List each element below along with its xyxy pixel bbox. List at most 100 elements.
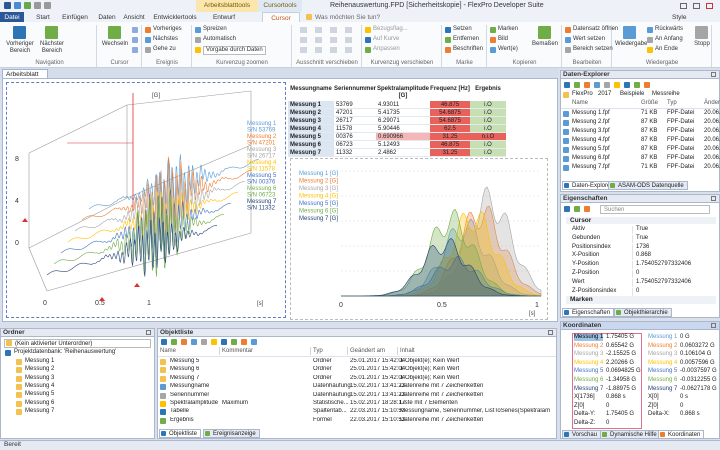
object-cell[interactable]: Messung 5 [170,358,200,364]
ribbon-search[interactable]: Was möchten Sie tun? [315,13,381,21]
file-cell[interactable]: Messung 6.fpf [572,155,610,161]
folder-item[interactable]: Messung 1 [25,358,55,364]
ribbon-tab[interactable]: Cursor [262,12,300,22]
ribbon-small-button[interactable]: Bereich setzen [573,46,613,52]
ribbon-small-button[interactable]: Entfernen [453,36,480,42]
panel-close[interactable] [548,330,553,335]
ribbon-small-button[interactable]: Wert(e) [498,46,518,52]
ribbon-tab[interactable]: Entwurf [212,13,236,21]
object-cell[interactable]: Messung 7 [170,374,200,381]
ribbon-small-button[interactable]: Wert setzen [573,36,605,42]
table-header: Spektralamplitude [G] [376,86,429,99]
panel-tab[interactable]: Eigenschaften [562,308,615,317]
ribbon-tab[interactable]: Datei [0,12,24,22]
window-control[interactable] [706,3,713,9]
panel-close[interactable] [711,196,716,201]
table-cell: 6.29071 [376,117,430,125]
document-tab[interactable]: Arbeitsblatt [2,69,48,78]
object-cell[interactable]: Messung 6 [170,366,200,373]
icon [195,37,201,43]
folder-item[interactable]: Messung 3 [25,374,55,381]
panel-tab[interactable]: Ereignisanzeige [203,429,260,438]
object-cell[interactable]: Spektralamplitude [170,400,219,406]
file-cell[interactable]: Messung 1.fpf [572,110,610,116]
ribbon-small-button[interactable]: Automatisch [203,36,237,42]
coordinate-value: 0.0694825 G [606,368,641,375]
ribbon-tab[interactable]: Daten [98,13,116,21]
panel-close[interactable] [146,330,151,335]
icon [16,359,22,365]
folder-item[interactable]: Messung 6 [25,399,55,406]
file-cell[interactable]: Messung 3.fpf [572,128,610,134]
ribbon-small-button[interactable]: Beschriften [453,46,484,52]
ribbon-small-button[interactable]: Bezugsflag... [373,26,408,32]
file-cell[interactable]: Messung 2.fpf [572,119,610,125]
icon [132,37,138,43]
y-tick-label: 4 [15,198,19,205]
ribbon-button[interactable]: Stopp [694,41,710,47]
ribbon-small-button[interactable]: Rückwärts [655,26,684,32]
ribbon-small-button[interactable]: Setzen [453,26,472,32]
panel-close[interactable] [711,323,716,328]
panel-close[interactable] [711,72,716,77]
file-cell[interactable]: Messung 5.fpf [572,146,610,152]
panel-tab[interactable]: ASAM-ODS Datenquelle [608,181,688,190]
breadcrumb[interactable]: 2017 [598,91,612,97]
disabled-icon [315,27,322,33]
ribbon-tab[interactable]: Ansicht [123,13,145,21]
group-separator [361,25,362,67]
ribbon-button[interactable]: Bemaßen [531,41,558,47]
ribbon-button[interactable]: Wiedergabe [615,41,648,47]
panel-tab[interactable]: Objektliste [159,429,202,438]
window-control[interactable] [680,3,687,9]
object-cell[interactable]: Tabelle [170,408,190,415]
panel-tab[interactable]: Koordinaten [658,430,705,439]
property-value: 1.754052797332406 [636,261,692,268]
ribbon-small-button[interactable]: Anpassen [373,46,400,52]
file-cell[interactable]: Messung 7.fpf [572,164,610,170]
icon [5,350,11,356]
object-cell[interactable]: Seriennummer [170,391,210,398]
property-separator [632,252,633,261]
ribbon-small-button[interactable]: Auf Kurve [373,36,400,42]
group-separator [191,25,192,67]
object-cell: 15.02.2017 13:41:23 [350,391,406,398]
ribbon-small-button[interactable]: Spreizen [203,26,227,32]
ribbon-small-button[interactable]: Marken [498,26,519,32]
ribbon-group-label: Kurvenzug verschieben [370,60,434,66]
breadcrumb[interactable]: FlexPro [572,91,593,97]
folder-root[interactable]: Projektdatenbank: 'Reihenauswertung' [14,349,117,355]
breadcrumb[interactable]: Beispiele [620,91,645,97]
folder-filter[interactable]: (Kein aktivierter Unterordner) [4,339,151,348]
ribbon-tab[interactable]: Start [36,13,50,21]
ribbon-small-button[interactable]: An Anfang [655,36,683,42]
ribbon-small-button[interactable]: Bild [498,36,509,42]
ribbon-button[interactable]: Wechseln [101,41,129,47]
folder-item[interactable]: Messung 7 [25,407,55,414]
search-box[interactable]: Suchen [600,205,710,214]
window-control[interactable] [693,3,700,9]
ribbon-button[interactable]: Nächster Bereich [39,41,64,54]
folder-item[interactable]: Messung 5 [25,391,55,398]
ribbon-small-button[interactable]: Vorgabe durch Daten [203,46,266,55]
icon [563,165,569,171]
ribbon-tab[interactable]: Entwicklertools [153,13,197,21]
ribbon-button[interactable]: Vorheriger Bereich [6,41,34,54]
folder-item[interactable]: Messung 2 [25,366,55,373]
object-cell[interactable]: Ergebnis [170,416,194,423]
file-cell[interactable]: Messung 4.fpf [572,137,610,143]
coordinate-value: 0.868 s [680,411,700,418]
panel-tab[interactable]: Objekthierarchie [614,308,672,317]
ribbon-tab[interactable]: Einfügen [62,13,88,21]
ribbon-small-button[interactable]: Gehe zu [153,46,176,52]
panel [560,321,720,439]
panel-tab[interactable]: Dynamische Hilfe [600,430,661,439]
style-menu[interactable]: Style [672,13,687,21]
ribbon-small-button[interactable]: An Ende [655,46,679,52]
breadcrumb[interactable]: Messreihe [652,91,680,97]
ribbon-small-button[interactable]: Datensatz öffnen [573,26,619,32]
ribbon-small-button[interactable]: Nächstes [153,36,179,42]
folder-item[interactable]: Messung 4 [25,382,55,389]
ribbon-small-button[interactable]: Vorheriges [153,26,182,32]
object-cell[interactable]: Messungname [170,383,210,390]
